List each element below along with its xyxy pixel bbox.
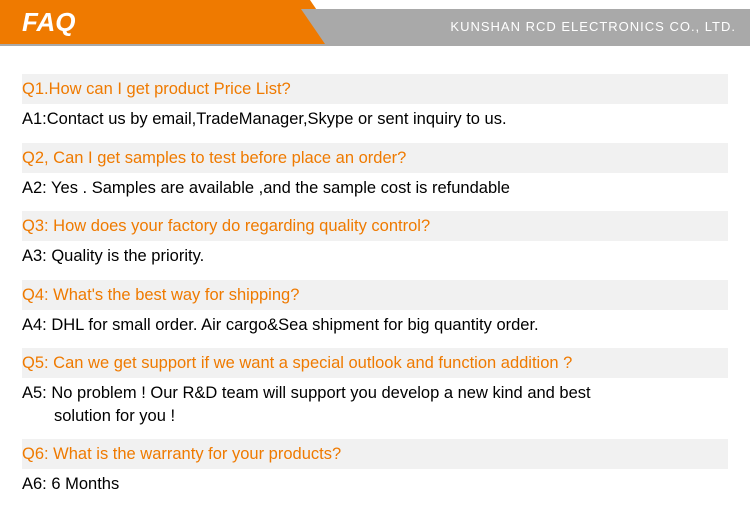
- faq-item: Q3: How does your factory do regarding q…: [22, 211, 728, 274]
- header-company-block: KUNSHAN RCD ELECTRONICS CO., LTD.: [325, 0, 750, 44]
- question-row: Q4: What's the best way for shipping?: [22, 280, 728, 310]
- question-row: Q2, Can I get samples to test before pla…: [22, 143, 728, 173]
- answer-text: A1:Contact us by email,TradeManager,Skyp…: [22, 110, 507, 128]
- answer-row: A1:Contact us by email,TradeManager,Skyp…: [22, 104, 728, 136]
- answer-text-cont: solution for you !: [22, 405, 722, 427]
- company-name: KUNSHAN RCD ELECTRONICS CO., LTD.: [450, 11, 736, 34]
- faq-item: Q1.How can I get product Price List? A1:…: [22, 74, 728, 137]
- header-bar: FAQ KUNSHAN RCD ELECTRONICS CO., LTD.: [0, 0, 750, 44]
- faq-item: Q4: What's the best way for shipping? A4…: [22, 280, 728, 343]
- faq-item: Q5: Can we get support if we want a spec…: [22, 348, 728, 433]
- question-text: Q4: What's the best way for shipping?: [22, 286, 299, 304]
- faq-item: Q6: What is the warranty for your produc…: [22, 439, 728, 502]
- answer-text: A2: Yes . Samples are available ,and the…: [22, 179, 510, 197]
- faq-list: Q1.How can I get product Price List? A1:…: [0, 46, 750, 517]
- answer-text: A4: DHL for small order. Air cargo&Sea s…: [22, 316, 539, 334]
- answer-row: A4: DHL for small order. Air cargo&Sea s…: [22, 310, 728, 342]
- question-row: Q1.How can I get product Price List?: [22, 74, 728, 104]
- question-text: Q2, Can I get samples to test before pla…: [22, 149, 406, 167]
- question-row: Q3: How does your factory do regarding q…: [22, 211, 728, 241]
- header-title-block: FAQ: [0, 0, 310, 44]
- answer-row: A2: Yes . Samples are available ,and the…: [22, 173, 728, 205]
- answer-row: A6: 6 Months: [22, 469, 728, 501]
- answer-text: A6: 6 Months: [22, 475, 119, 493]
- question-row: Q6: What is the warranty for your produc…: [22, 439, 728, 469]
- faq-item: Q2, Can I get samples to test before pla…: [22, 143, 728, 206]
- answer-text: A3: Quality is the priority.: [22, 247, 204, 265]
- page-title: FAQ: [22, 7, 75, 38]
- answer-text: A5: No problem ! Our R&D team will suppo…: [22, 384, 591, 402]
- question-row: Q5: Can we get support if we want a spec…: [22, 348, 728, 378]
- question-text: Q6: What is the warranty for your produc…: [22, 445, 341, 463]
- answer-row: A5: No problem ! Our R&D team will suppo…: [22, 378, 728, 433]
- question-text: Q5: Can we get support if we want a spec…: [22, 354, 572, 372]
- answer-row: A3: Quality is the priority.: [22, 241, 728, 273]
- question-text: Q1.How can I get product Price List?: [22, 80, 291, 98]
- question-text: Q3: How does your factory do regarding q…: [22, 217, 430, 235]
